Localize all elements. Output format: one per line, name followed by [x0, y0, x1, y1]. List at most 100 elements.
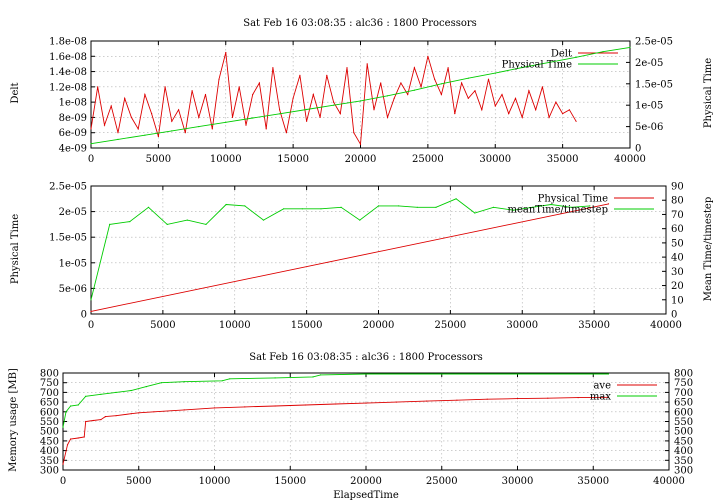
- y2-tick-label: 600: [674, 407, 693, 418]
- data-point: [380, 82, 382, 84]
- data-point: [427, 55, 429, 57]
- data-point: [138, 412, 140, 414]
- data-point: [319, 116, 321, 118]
- data-point: [304, 404, 306, 406]
- y2-tick-label: 90: [671, 182, 684, 193]
- data-point: [129, 221, 131, 223]
- y2-tick-label: 750: [674, 378, 693, 389]
- x-tick-label: 20000: [363, 320, 395, 331]
- data-point: [103, 124, 106, 126]
- data-point: [301, 208, 303, 210]
- data-point: [205, 223, 207, 225]
- x-tick-label: 40000: [650, 320, 682, 331]
- y2-tick-label: 800: [674, 369, 693, 380]
- y-tick-label: 6e-09: [59, 128, 87, 139]
- data-point: [225, 51, 227, 54]
- data-point: [85, 395, 87, 397]
- data-point: [160, 382, 163, 384]
- legend-label: ave: [593, 381, 611, 392]
- data-point: [326, 74, 328, 76]
- y2-tick-label: 80: [671, 196, 684, 207]
- data-point: [365, 373, 367, 375]
- data-point: [441, 373, 443, 375]
- data-point: [274, 377, 276, 379]
- data-point: [413, 89, 415, 91]
- series-line-max: [62, 373, 609, 428]
- data-point: [492, 206, 495, 208]
- data-point: [516, 398, 519, 400]
- data-point: [225, 121, 227, 123]
- x-tick-label: 40000: [653, 476, 685, 487]
- y-tick-label: 1.8e-08: [49, 37, 87, 48]
- data-point: [359, 219, 361, 221]
- y2-tick-label: 20: [671, 281, 684, 292]
- data-point: [435, 206, 437, 208]
- x-tick-label: 25000: [434, 320, 466, 331]
- data-point: [413, 67, 415, 69]
- y-tick-label: 1.5e-05: [49, 233, 87, 244]
- data-point: [130, 413, 132, 415]
- y2-tick-label: 5e-06: [635, 122, 663, 133]
- data-point: [548, 61, 550, 64]
- data-point: [100, 419, 102, 421]
- data-point: [440, 93, 442, 96]
- data-point: [258, 82, 260, 84]
- y2-tick-label: 10: [671, 295, 684, 306]
- data-point: [198, 116, 200, 118]
- data-point: [144, 93, 146, 96]
- x-tick-label: 10000: [219, 320, 251, 331]
- data-point: [306, 120, 308, 122]
- data-point: [577, 397, 579, 399]
- x-tick-label: 30000: [502, 476, 534, 487]
- data-point: [513, 209, 515, 211]
- x-tick-label: 10000: [199, 476, 231, 487]
- y-tick-label: 2e-05: [59, 207, 87, 218]
- data-point: [244, 406, 246, 408]
- data-point: [104, 416, 106, 418]
- data-point: [218, 78, 220, 80]
- data-point: [481, 109, 483, 111]
- x-tick-label: 0: [88, 154, 94, 165]
- data-point: [531, 206, 533, 208]
- x-tick-label: 30000: [479, 154, 511, 165]
- panel-memory-usage: Sat Feb 16 03:08:35 : alc36 : 1800 Proce…: [8, 352, 693, 501]
- y-tick-label: 450: [40, 436, 59, 447]
- data-point: [339, 113, 341, 115]
- data-point: [272, 67, 274, 69]
- data-point: [252, 93, 254, 96]
- data-point: [244, 205, 246, 207]
- data-point: [366, 63, 368, 65]
- data-point: [340, 206, 342, 208]
- data-point: [191, 90, 193, 92]
- data-point: [312, 93, 314, 96]
- y2-tick-label: 2e-05: [635, 58, 663, 69]
- data-point: [333, 104, 335, 106]
- x-tick-label: 40000: [614, 154, 646, 165]
- data-point: [90, 143, 92, 145]
- y2-tick-label: 2.5e-05: [635, 37, 673, 48]
- x-axis-label-elapsed-time: ElapsedTime: [333, 490, 399, 501]
- y2-tick-label: 300: [674, 466, 693, 477]
- data-point: [292, 97, 294, 99]
- data-point: [306, 108, 308, 111]
- data-point: [575, 120, 577, 122]
- y2-tick-label: 1.5e-05: [635, 79, 673, 90]
- data-point: [137, 128, 139, 130]
- data-point: [607, 203, 610, 205]
- data-point: [130, 389, 132, 392]
- plot-frame: [62, 372, 670, 471]
- data-point: [115, 415, 117, 417]
- data-point: [299, 74, 301, 76]
- y2-tick-label: 70: [671, 210, 684, 221]
- data-point: [92, 419, 94, 422]
- y2-tick-label: 550: [674, 417, 693, 428]
- data-point: [157, 135, 159, 138]
- data-point: [333, 101, 335, 103]
- series-line-physical-time: [90, 203, 609, 312]
- data-point: [178, 109, 180, 111]
- data-point: [124, 97, 126, 99]
- data-point: [486, 398, 488, 400]
- y-tick-label: 400: [40, 446, 59, 457]
- y-tick-label: 500: [40, 427, 59, 438]
